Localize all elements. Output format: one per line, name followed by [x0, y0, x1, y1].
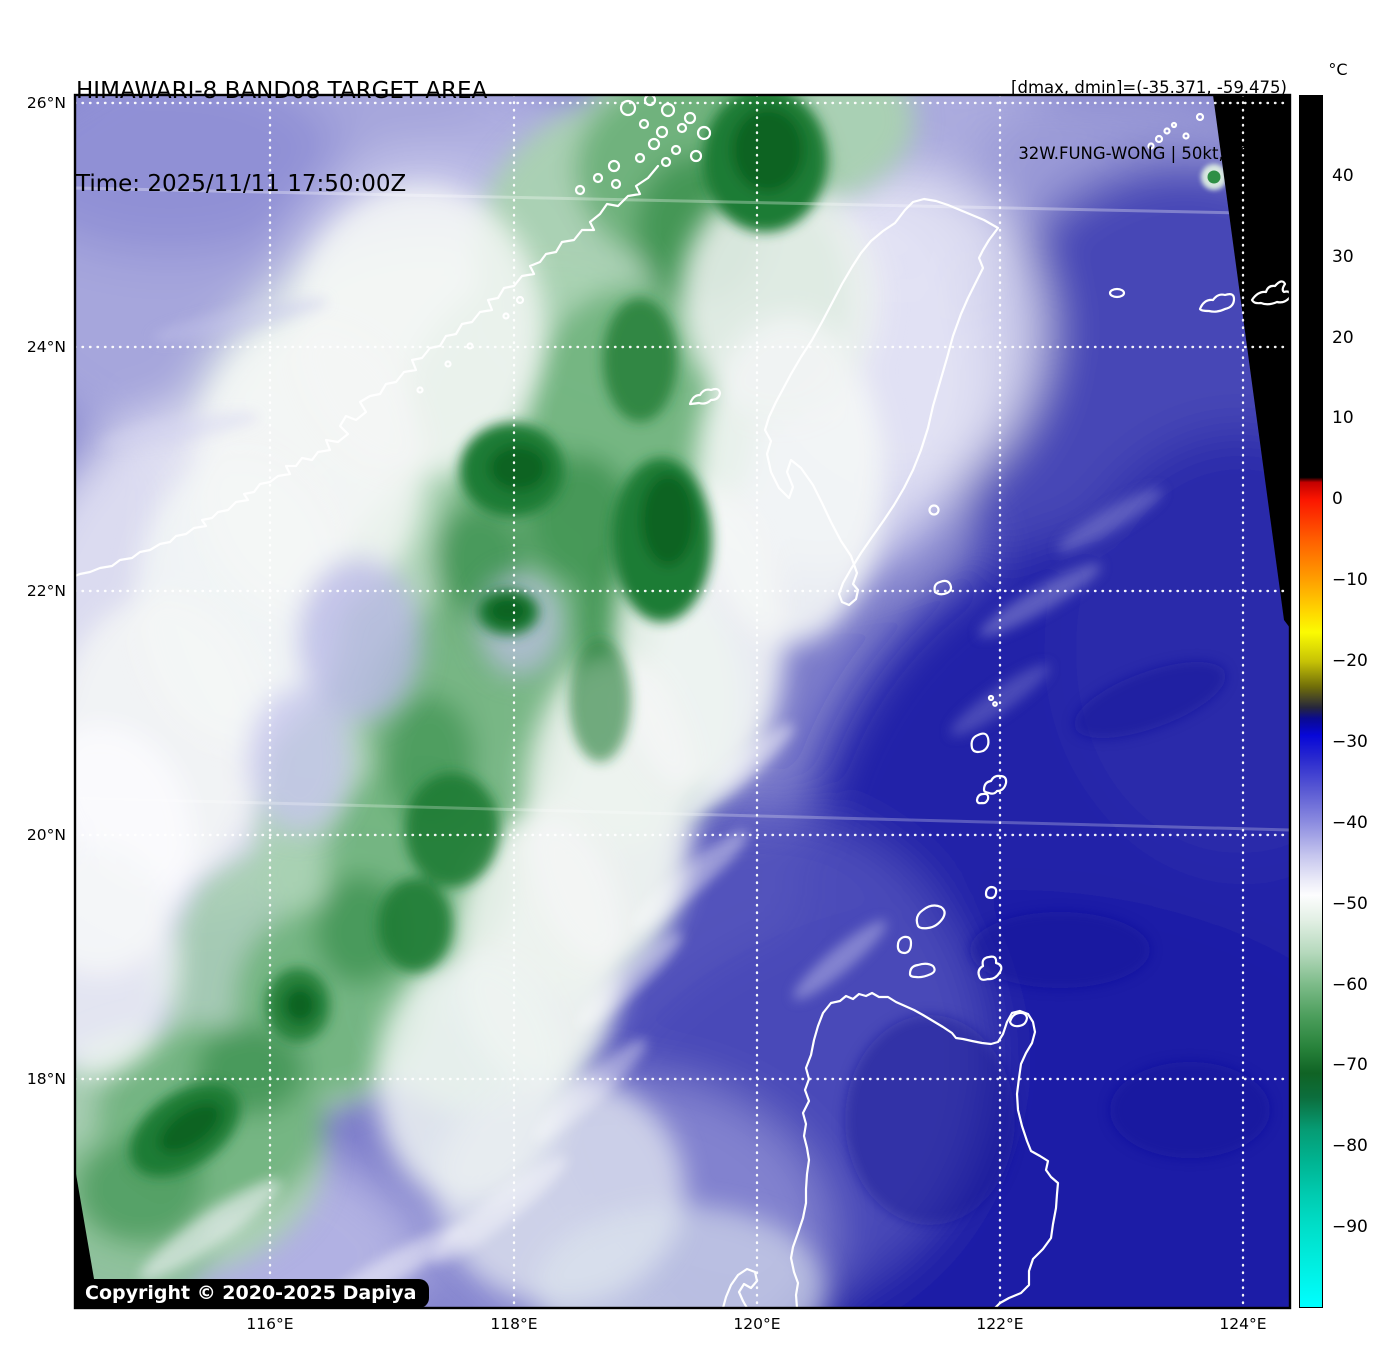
convective-cores: [129, 95, 827, 1177]
coastline-china-islands: [416, 95, 712, 394]
colorbar-tick-label: −50: [1332, 893, 1368, 914]
colorbar-tick-label: 20: [1332, 327, 1354, 348]
colorbar-tick-label: −90: [1332, 1217, 1368, 1238]
lon-axis-label: 118°E: [490, 1315, 538, 1333]
satellite-image: [75, 95, 1290, 1308]
colorbar-tick-label: −80: [1332, 1136, 1368, 1157]
coastline-ryukyu-islands: [1108, 112, 1290, 313]
figure-title: HIMAWARI-8 BAND08 TARGET AREA: [76, 78, 488, 104]
figure-title-block: HIMAWARI-8 BAND08 TARGET AREA Time: 2025…: [76, 14, 487, 231]
lon-axis-label: 120°E: [733, 1315, 781, 1333]
colorbar-tick-label: −60: [1332, 974, 1368, 995]
scan-seam-lines: [75, 186, 1290, 832]
coastline-china: [75, 164, 660, 578]
coastline-taiwan: [763, 197, 1000, 607]
coastline-luzon-southwest: [721, 1267, 759, 1308]
lat-axis-label: 22°N: [26, 582, 66, 600]
colorbar-tick-label: 0: [1332, 489, 1343, 510]
figure-timestamp: Time: 2025/11/11 17:50:00Z: [76, 171, 407, 197]
colorbar-tick-label: −40: [1332, 812, 1368, 833]
scan-edge-black-wedge: [1213, 95, 1290, 628]
colorbar-tick-label: 10: [1332, 408, 1354, 429]
colorbar-tick-label: −10: [1332, 570, 1368, 591]
coastline-taiwan-offshore-islands: [928, 504, 953, 596]
lon-axis-label: 124°E: [1219, 1315, 1267, 1333]
coastline-babuyan-islands: [896, 885, 1029, 1028]
copyright-badge: Copyright © 2020-2025 Dapiya: [75, 1279, 430, 1308]
temperature-colorbar: [1299, 95, 1323, 1308]
lat-axis-label: 20°N: [26, 826, 66, 844]
coastline-batanes-islands: [970, 694, 1008, 805]
lon-axis-label: 122°E: [976, 1315, 1024, 1333]
colorbar-tick-label: −20: [1332, 651, 1368, 672]
cloud-streaks: [101, 297, 1270, 1308]
colorbar-tick-label: −70: [1332, 1055, 1368, 1076]
coastline-penghu-islands: [688, 387, 722, 406]
map-border: [73, 93, 1292, 1310]
coastline-luzon: [789, 991, 1060, 1308]
lat-axis-label: 24°N: [26, 338, 66, 356]
lat-lon-gridlines: [75, 95, 1290, 1308]
lat-axis-label: 26°N: [26, 94, 66, 112]
isolated-convective-cell: [1201, 164, 1227, 190]
scan-edge-black-corner: [75, 1168, 99, 1308]
colorbar-tick-label: 30: [1332, 246, 1354, 267]
dmax-dmin-annotation: [dmax, dmin]=(-35.371, -59.475): [1011, 78, 1287, 97]
colorbar-tick-label: −30: [1332, 731, 1368, 752]
storm-name-annotation: 32W.FUNG-WONG | 50kt, 990mb: [1018, 144, 1287, 163]
colorbar-tick-label: 40: [1332, 165, 1354, 186]
lon-axis-label: 116°E: [246, 1315, 294, 1333]
lat-axis-label: 18°N: [26, 1070, 66, 1088]
colorbar-unit-label: °C: [1328, 60, 1348, 79]
storm-annotation-block: [dmax, dmin]=(-35.371, -59.475) 32W.FUNG…: [1011, 33, 1287, 187]
